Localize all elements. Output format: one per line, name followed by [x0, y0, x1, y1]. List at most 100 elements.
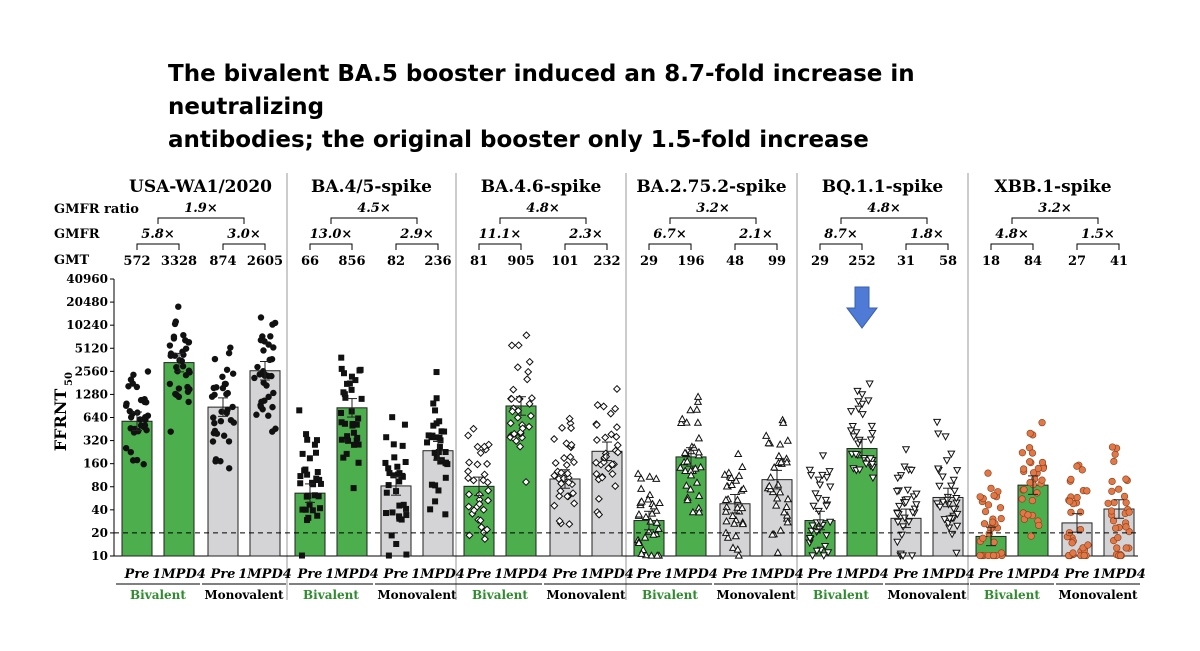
- data-point: [682, 418, 691, 426]
- data-point: [442, 449, 449, 456]
- data-point: [805, 534, 815, 543]
- data-point: [941, 433, 950, 441]
- data-point: [612, 432, 621, 441]
- data-point: [773, 480, 783, 488]
- data-point: [266, 356, 273, 364]
- gmt-value: 29: [640, 254, 658, 269]
- data-point: [686, 405, 695, 414]
- gmfr-bracket: [819, 243, 863, 250]
- data-point: [170, 333, 178, 340]
- bar: [890, 517, 922, 557]
- data-point: [522, 478, 531, 487]
- data-points: [805, 452, 835, 560]
- data-point: [1024, 511, 1032, 519]
- data-point: [251, 374, 258, 382]
- data-point: [166, 342, 174, 349]
- data-point: [476, 516, 485, 525]
- data-point: [1038, 476, 1046, 484]
- gmfr-value: 5.8×: [141, 227, 175, 242]
- data-point: [821, 496, 831, 505]
- data-point: [980, 520, 989, 528]
- group-label-monovalent: Monovalent: [1058, 588, 1138, 602]
- data-point: [427, 506, 434, 513]
- data-point: [806, 472, 816, 480]
- data-point: [385, 465, 392, 472]
- data-point: [175, 303, 182, 310]
- data-point: [1018, 495, 1026, 503]
- data-point: [935, 503, 945, 512]
- data-point: [852, 429, 861, 437]
- group-label-monovalent: Monovalent: [204, 588, 284, 602]
- gmfr-ratio-bracket: [499, 217, 587, 224]
- data-point: [682, 481, 691, 489]
- data-point: [513, 363, 522, 372]
- data-point: [270, 389, 277, 397]
- data-point: [647, 509, 657, 517]
- data-point: [122, 444, 130, 452]
- data-point: [257, 403, 265, 410]
- x-tick-label: Pre: [978, 567, 1004, 582]
- data-point: [348, 373, 355, 380]
- data-point: [1035, 521, 1043, 530]
- data-point: [565, 414, 574, 423]
- data-point: [1122, 544, 1130, 552]
- data-point: [898, 552, 908, 560]
- data-point: [435, 487, 442, 494]
- x-tick-label: Pre: [552, 567, 578, 582]
- data-point: [217, 417, 225, 425]
- x-tick-label: 1MPD4: [664, 567, 718, 582]
- panel-title: BQ.1.1-spike: [822, 177, 944, 197]
- data-point: [636, 474, 646, 482]
- data-point: [932, 418, 942, 427]
- data-point: [355, 441, 362, 448]
- data-point: [592, 420, 601, 429]
- data-point: [265, 412, 272, 419]
- data-point: [484, 440, 493, 449]
- data-point: [476, 448, 485, 457]
- data-point: [143, 399, 150, 406]
- data-point: [1018, 449, 1026, 457]
- data-point: [430, 400, 437, 407]
- data-point: [357, 366, 364, 373]
- data-point: [345, 437, 352, 444]
- gmt-value: 99: [768, 254, 786, 269]
- data-point: [780, 507, 789, 516]
- data-point: [210, 414, 217, 421]
- gmfr-value: 4.8×: [995, 227, 1029, 242]
- data-point: [184, 388, 192, 395]
- data-point: [257, 314, 265, 321]
- group-label-monovalent: Monovalent: [887, 588, 967, 602]
- data-point: [633, 469, 643, 477]
- data-point: [693, 418, 703, 426]
- gmt-value: 2605: [247, 254, 283, 269]
- data-point: [390, 441, 397, 448]
- data-point: [225, 465, 233, 472]
- data-point: [129, 457, 137, 464]
- data-point: [389, 414, 396, 421]
- data-point: [984, 469, 992, 477]
- x-tick-label: Pre: [722, 567, 748, 582]
- data-point: [722, 516, 731, 525]
- data-point: [483, 459, 492, 468]
- data-point: [442, 460, 449, 467]
- data-point: [442, 511, 449, 518]
- data-point: [567, 424, 576, 433]
- data-point: [396, 478, 403, 485]
- data-point: [125, 383, 132, 390]
- data-point: [637, 497, 646, 505]
- data-point: [738, 503, 747, 512]
- gmfr-value: 2.9×: [399, 227, 434, 242]
- data-point: [691, 464, 700, 472]
- group-label-bivalent: Bivalent: [303, 588, 359, 602]
- data-point: [1122, 499, 1130, 507]
- data-point: [952, 494, 961, 503]
- data-point: [525, 399, 534, 408]
- data-point: [825, 518, 835, 527]
- data-point: [1066, 497, 1074, 505]
- data-point: [311, 492, 318, 499]
- data-point: [556, 486, 565, 495]
- x-tick-label: Pre: [297, 567, 323, 582]
- data-point: [851, 451, 860, 459]
- data-point: [475, 500, 484, 509]
